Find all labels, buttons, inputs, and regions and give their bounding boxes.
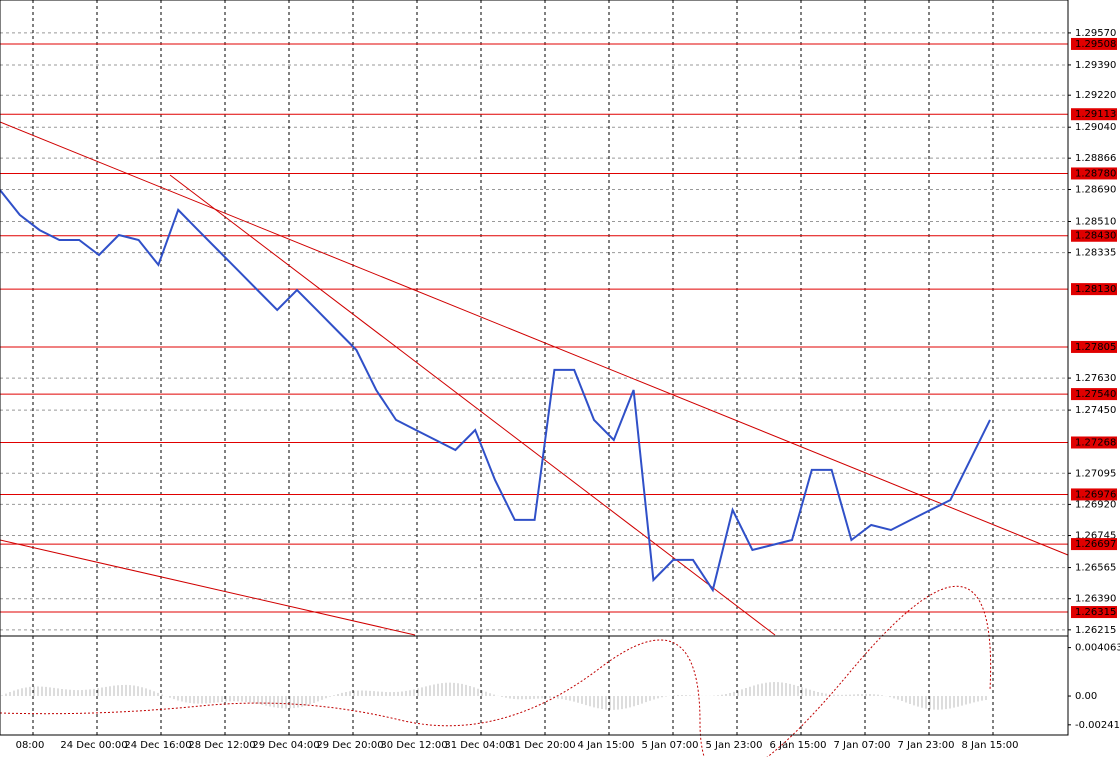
level-label-box xyxy=(1071,436,1117,449)
y-tick-label: 1.26390 xyxy=(1075,594,1116,605)
y-tick-label: 1.26920 xyxy=(1075,499,1116,510)
y-tick-label: 1.29570 xyxy=(1075,28,1116,39)
level-label: 1.28430 xyxy=(1075,231,1116,242)
x-tick-label: 30 Dec 12:00 xyxy=(380,740,447,751)
y-tick-label: 1.27630 xyxy=(1075,373,1116,384)
x-tick-label: 7 Jan 23:00 xyxy=(898,740,955,751)
price-line xyxy=(0,189,991,593)
y-tick-label: 1.26565 xyxy=(1075,563,1116,574)
y-tick-label: 1.27450 xyxy=(1075,405,1116,416)
x-tick-label: 5 Jan 23:00 xyxy=(706,740,763,751)
x-tick-label: 6 Jan 15:00 xyxy=(770,740,827,751)
y-tick-label: 1.28690 xyxy=(1075,184,1116,195)
level-label-box xyxy=(1071,283,1117,296)
level-label-box xyxy=(1071,488,1117,501)
osc-tick-label: -0.002414 xyxy=(1075,720,1120,731)
level-label-box xyxy=(1071,167,1117,180)
x-tick-label: 8 Jan 15:00 xyxy=(962,740,1019,751)
x-tick-label: 08:00 xyxy=(16,740,45,751)
y-tick-label: 1.29220 xyxy=(1075,90,1116,101)
x-tick-label: 29 Dec 20:00 xyxy=(316,740,383,751)
trend-line xyxy=(0,121,1069,556)
level-label-box xyxy=(1071,108,1117,121)
level-label-box xyxy=(1071,388,1117,401)
x-tick-label: 7 Jan 07:00 xyxy=(834,740,891,751)
levels: 1.29508 1.29113 1.28780 1.28430 1.28130 1.278… xyxy=(0,37,1117,619)
level-label: 1.29508 xyxy=(1075,39,1116,50)
osc-tick-label: 0.00 xyxy=(1075,691,1097,702)
y-tick-label: 1.26745 xyxy=(1075,531,1116,542)
y-tick-label: 1.28510 xyxy=(1075,217,1116,228)
x-tick-label: 4 Jan 15:00 xyxy=(578,740,635,751)
frame xyxy=(0,0,1069,736)
trend-lines xyxy=(0,121,1069,636)
x-tick-label: 31 Dec 20:00 xyxy=(508,740,575,751)
oscillator-signal xyxy=(0,585,992,757)
x-tick-label: 5 Jan 07:00 xyxy=(642,740,699,751)
level-label: 1.28130 xyxy=(1075,284,1116,295)
y-tick-label: 1.28335 xyxy=(1075,248,1116,259)
level-label-box xyxy=(1071,340,1117,353)
level-label: 1.26315 xyxy=(1075,607,1116,618)
level-label: 1.29113 xyxy=(1075,109,1116,120)
level-label: 1.27805 xyxy=(1075,342,1116,353)
level-label: 1.27268 xyxy=(1075,437,1116,448)
y-tick-label: 1.26215 xyxy=(1075,625,1116,636)
y-tick-label: 1.27095 xyxy=(1075,468,1116,479)
x-tick-label: 31 Dec 04:00 xyxy=(444,740,511,751)
trend-line xyxy=(169,174,776,636)
x-tick-label: 24 Dec 00:00 xyxy=(60,740,127,751)
level-label: 1.28780 xyxy=(1075,168,1116,179)
y-tick-label: 1.29040 xyxy=(1075,122,1116,133)
level-label: 1.26697 xyxy=(1075,539,1116,550)
y-tick-label: 1.29390 xyxy=(1075,60,1116,71)
level-label-box xyxy=(1071,538,1117,551)
level-label: 1.27540 xyxy=(1075,389,1116,400)
level-label-box xyxy=(1071,229,1117,242)
x-tick-label: 28 Dec 12:00 xyxy=(188,740,255,751)
level-label-box xyxy=(1071,37,1117,50)
x-tick-label: 24 Dec 16:00 xyxy=(124,740,191,751)
plot xyxy=(0,189,991,710)
level-label: 1.26976 xyxy=(1075,489,1116,500)
level-label-box xyxy=(1071,606,1117,619)
trend-line xyxy=(0,539,416,636)
y-tick-label: 1.28866 xyxy=(1075,153,1116,164)
osc-tick-label: 0.004063 xyxy=(1075,643,1120,654)
x-tick-label: 29 Dec 04:00 xyxy=(252,740,319,751)
